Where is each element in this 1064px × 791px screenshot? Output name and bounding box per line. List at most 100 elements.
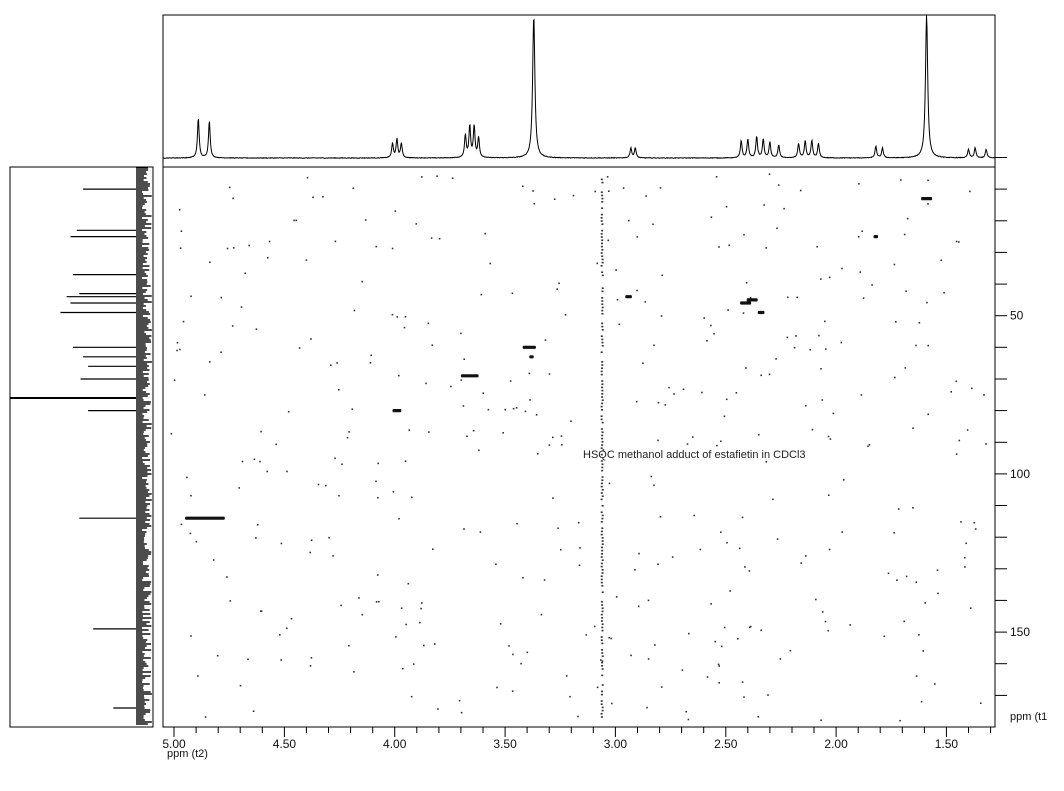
noise-column-dot <box>600 252 603 254</box>
noise-column-dot <box>601 194 604 197</box>
noise-column-dot <box>600 716 603 718</box>
noise-column-dot <box>601 661 604 664</box>
noise-speck <box>504 408 506 411</box>
noise-speck <box>964 556 966 559</box>
noise-speck <box>927 413 929 416</box>
noise-speck <box>657 563 659 565</box>
noise-speck <box>741 516 744 519</box>
noise-column-dot <box>600 636 603 638</box>
noise-speck <box>927 203 929 205</box>
noise-speck <box>964 566 966 568</box>
noise-column-dot <box>601 649 603 651</box>
noise-column-dot <box>600 620 603 622</box>
noise-speck <box>325 484 327 487</box>
noise-speck <box>971 387 973 390</box>
noise-speck <box>688 632 690 635</box>
noise-speck <box>463 358 465 360</box>
noise-column-dot <box>601 610 604 613</box>
noise-speck <box>966 429 969 431</box>
noise-column-dot <box>601 325 604 328</box>
noise-speck <box>937 592 939 595</box>
noise-speck <box>893 532 895 534</box>
noise-speck <box>290 617 293 620</box>
noise-speck <box>266 470 268 473</box>
noise-speck <box>280 659 282 661</box>
noise-speck <box>338 389 340 391</box>
noise-speck <box>765 247 767 249</box>
noise-speck <box>744 566 746 568</box>
x-tick-label: 3.00 <box>604 737 628 751</box>
noise-speck <box>348 431 350 433</box>
noise-speck <box>824 320 826 323</box>
t1-noise-column <box>600 178 604 718</box>
noise-speck <box>745 367 747 369</box>
noise-column-dot <box>600 556 603 558</box>
noise-speck <box>232 197 234 200</box>
noise-speck <box>940 259 942 262</box>
x-tick-label: 4.50 <box>273 737 297 751</box>
noise-speck <box>926 301 928 304</box>
noise-column-dot <box>600 428 603 430</box>
noise-speck <box>763 204 765 206</box>
x-axis-title: ppm (t2) <box>167 748 208 760</box>
noise-speck <box>958 241 960 243</box>
noise-speck <box>524 410 527 413</box>
noise-speck <box>569 695 571 698</box>
noise-speck <box>378 600 380 603</box>
cross-peaks <box>185 197 933 520</box>
noise-speck <box>958 439 961 442</box>
noise-speck <box>286 627 288 630</box>
noise-column-dot <box>601 549 604 552</box>
noise-speck <box>895 321 897 323</box>
noise-speck <box>820 719 822 722</box>
noise-column-dot <box>601 629 604 632</box>
noise-column-dot <box>601 306 604 309</box>
noise-speck <box>841 267 843 270</box>
noise-speck <box>570 420 572 422</box>
noise-speck <box>920 700 923 703</box>
cross-peak <box>757 310 765 315</box>
noise-speck <box>516 522 518 525</box>
noise-speck <box>209 261 211 263</box>
noise-column-dot <box>600 220 603 222</box>
noise-speck <box>647 599 650 602</box>
noise-speck <box>692 436 694 438</box>
noise-speck <box>472 429 475 432</box>
noise-speck <box>668 386 670 389</box>
noise-speck <box>305 259 308 261</box>
noise-speck <box>983 394 985 396</box>
noise-speck <box>828 276 831 279</box>
noise-speck <box>286 470 288 473</box>
carbon-projection-trace <box>10 167 152 725</box>
noise-speck <box>578 564 581 567</box>
noise-speck <box>310 539 313 541</box>
noise-speck <box>220 296 223 299</box>
noise-speck <box>653 344 655 347</box>
noise-speck <box>634 569 636 571</box>
noise-column-dot <box>600 460 603 462</box>
noise-speck <box>636 289 638 292</box>
noise-speck <box>729 590 731 592</box>
noise-speck <box>415 223 418 225</box>
hsqc-plot-area <box>162 166 996 728</box>
noise-column-dot <box>600 703 603 705</box>
noise-speck <box>450 385 452 388</box>
noise-speck <box>585 634 588 636</box>
noise-speck <box>645 195 647 197</box>
noise-speck <box>317 483 320 486</box>
noise-speck <box>431 344 434 346</box>
noise-speck <box>628 219 630 222</box>
noise-column-dot <box>600 639 603 641</box>
noise-column-dot <box>601 367 604 369</box>
noise-column-dot <box>600 213 603 216</box>
noise-speck <box>820 278 822 280</box>
noise-speck <box>859 271 862 273</box>
noise-speck <box>657 401 660 404</box>
noise-column-dot <box>600 565 603 568</box>
noise-column-dot <box>600 575 603 577</box>
noise-speck <box>552 436 554 439</box>
noise-speck <box>710 324 712 327</box>
noise-column-dot <box>601 626 604 629</box>
noise-speck <box>818 334 820 337</box>
noise-column-dot <box>601 274 604 277</box>
